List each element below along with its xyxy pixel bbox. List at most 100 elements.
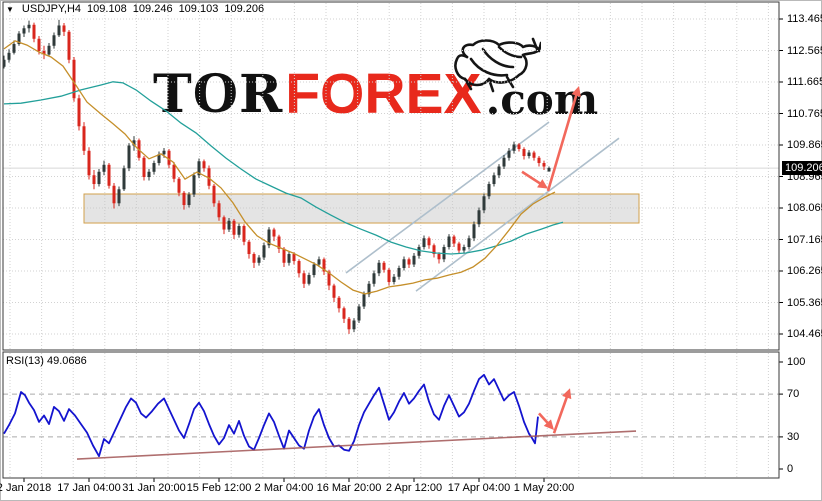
candle-body	[452, 236, 456, 244]
candle-body	[527, 152, 531, 157]
candle-body	[232, 220, 236, 235]
candle-body	[417, 247, 421, 256]
candle-body	[82, 126, 86, 151]
candle-body	[102, 164, 106, 172]
candle-body	[317, 259, 321, 265]
quote-open: 109.108	[87, 3, 127, 15]
candle-body	[127, 145, 131, 169]
forecast-up-arrow	[546, 91, 579, 192]
ma-slow-line	[3, 81, 564, 255]
candle-body	[492, 175, 496, 185]
candle-body	[92, 175, 96, 185]
candle-body	[382, 262, 386, 270]
candle-body	[297, 261, 301, 274]
candle-body	[352, 320, 356, 330]
support-zone	[83, 193, 640, 224]
candle-body	[362, 294, 366, 307]
candle-body	[277, 236, 281, 249]
candle-body	[447, 236, 451, 248]
candle-body	[107, 164, 111, 186]
candle-body	[62, 25, 66, 32]
candle-body	[332, 285, 336, 298]
candle-body	[142, 157, 146, 178]
candle-body	[237, 226, 241, 235]
candle-body	[252, 254, 256, 263]
candle-body	[32, 24, 36, 39]
candle-body	[387, 269, 391, 283]
candle-body	[287, 254, 291, 263]
candle-body	[132, 140, 136, 146]
rsi-line	[3, 373, 539, 458]
candle-body	[247, 241, 251, 255]
candle-body	[42, 51, 46, 55]
candle-body	[227, 220, 231, 230]
candle-body	[472, 224, 476, 239]
quote-low: 109.103	[178, 3, 219, 15]
candle-body	[397, 268, 401, 277]
candle-body	[312, 264, 316, 276]
candle-body	[12, 44, 16, 53]
chevron-down-icon[interactable]: ▼	[6, 4, 14, 14]
candle-body	[117, 189, 121, 204]
candle-body	[207, 168, 211, 186]
current-price-tag: 109.206	[782, 161, 822, 175]
candle-body	[187, 194, 191, 206]
rsi-pane-border	[2, 351, 780, 479]
pullback-down-arrow-head	[537, 179, 548, 189]
candle-body	[157, 154, 161, 164]
quote-close: 109.206	[224, 3, 265, 15]
candle-body	[422, 238, 426, 248]
candle-body	[122, 168, 126, 190]
candle-body	[212, 185, 216, 204]
pullback-down-arrow	[521, 170, 544, 187]
quote-high: 109.246	[132, 3, 173, 15]
candle-body	[87, 150, 91, 176]
candle-body	[392, 276, 396, 283]
candle-body	[167, 150, 171, 165]
ma-fast-line	[3, 40, 556, 295]
candle-body	[482, 196, 486, 211]
candle-body	[17, 33, 21, 45]
candle-body	[7, 52, 11, 60]
torforex-watermark: TOR FOREX .com	[153, 37, 598, 125]
candle-body	[202, 161, 206, 169]
candle-body	[72, 59, 76, 99]
candle-body	[197, 161, 201, 176]
main-pane-border	[2, 1, 780, 351]
rsi-trendline	[76, 430, 637, 460]
chart-title-bar: ▼ USDJPY,H4 109.108 109.246 109.103 109.…	[6, 3, 264, 15]
candle-body	[497, 166, 501, 176]
candle-body	[27, 24, 31, 29]
candle-body	[152, 163, 156, 172]
candle-body	[177, 178, 181, 193]
candle-body	[302, 273, 306, 284]
candle-body	[2, 59, 6, 67]
candle-body	[477, 210, 481, 225]
candle-body	[437, 254, 441, 260]
candle-body	[272, 229, 276, 237]
watermark-tor: TOR	[153, 64, 284, 125]
candle-body	[342, 308, 346, 319]
candle-body	[327, 271, 331, 286]
candle-body	[377, 262, 381, 274]
rsi-forecast-up-arrow	[552, 393, 570, 434]
candle-body	[112, 185, 116, 204]
candle-body	[542, 163, 546, 167]
candle-body	[262, 245, 266, 258]
candle-body	[292, 254, 296, 262]
candle-body	[307, 275, 311, 284]
symbol-title: USDJPY,H4	[21, 3, 82, 15]
candle-body	[512, 144, 516, 151]
rsi-indicator-label: RSI(13) 49.0686	[6, 355, 87, 367]
candle-body	[257, 257, 261, 263]
candle-body	[242, 226, 246, 242]
candle-body	[547, 167, 551, 172]
candle-body	[522, 149, 526, 157]
candle-body	[282, 248, 286, 263]
candle-body	[372, 273, 376, 284]
candle-body	[172, 164, 176, 179]
candle-body	[502, 157, 506, 167]
candle-body	[37, 38, 41, 52]
